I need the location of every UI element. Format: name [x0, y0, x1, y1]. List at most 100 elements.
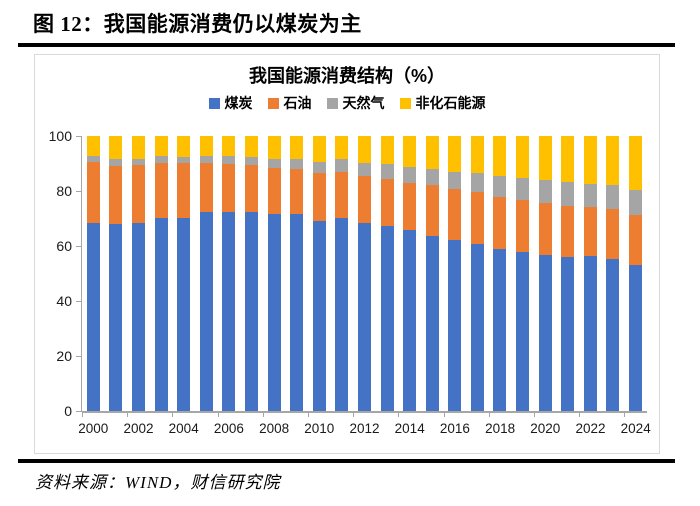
bar-segment-oil	[86, 162, 100, 223]
bar-segment-nonfossil	[629, 136, 643, 191]
y-axis-label: 40	[56, 293, 72, 309]
bar-segment-nonfossil	[470, 136, 484, 174]
bar-column-2024	[624, 136, 647, 411]
bar-segment-coal	[267, 214, 281, 411]
y-axis-tick	[76, 411, 82, 412]
bar-column-2022	[579, 136, 602, 411]
bar-column-2007	[240, 136, 263, 411]
bar-segment-gas	[109, 159, 123, 166]
x-axis-tick	[398, 411, 400, 417]
x-axis-tick	[82, 411, 83, 417]
y-axis-tick	[76, 301, 82, 302]
bar-column-2021	[556, 136, 579, 411]
bar-segment-nonfossil	[538, 136, 552, 180]
bar-segment-oil	[561, 206, 575, 257]
figure-title: 图 12：我国能源消费仍以煤炭为主	[33, 12, 362, 36]
bar-segment-coal	[516, 252, 530, 411]
y-axis-label: 100	[48, 128, 72, 144]
x-axis-tick	[353, 411, 355, 417]
x-axis-tick	[217, 411, 219, 417]
bar-segment-oil	[380, 178, 394, 226]
bar-column-2013	[376, 136, 399, 411]
bar-segment-oil	[267, 168, 281, 215]
bar-segment-coal	[493, 248, 507, 411]
bar-column-2006	[218, 136, 241, 411]
bar-segment-coal	[86, 222, 100, 411]
bar-segment-coal	[335, 217, 349, 411]
bar-column-2020	[534, 136, 557, 411]
x-axis-label: 2020	[530, 421, 561, 436]
legend-item-gas: 天然气	[326, 95, 385, 111]
x-axis-label: 2022	[575, 421, 606, 436]
y-axis-label: 60	[56, 238, 72, 254]
bar-column-2000	[82, 136, 105, 411]
bar-segment-coal	[199, 211, 213, 411]
bar-segment-oil	[335, 171, 349, 218]
bar-column-2001	[105, 136, 128, 411]
bar-segment-gas	[244, 156, 258, 165]
bar-segment-nonfossil	[267, 136, 281, 160]
x-axis-tick	[579, 411, 581, 417]
bar-segment-oil	[199, 162, 213, 212]
bar-segment-nonfossil	[199, 136, 213, 157]
bar-column-2019	[511, 136, 534, 411]
bar-segment-gas	[403, 167, 417, 183]
bar-segment-oil	[222, 163, 236, 212]
bar-segment-nonfossil	[131, 136, 145, 159]
bar-segment-oil	[606, 208, 620, 259]
bar-segment-oil	[154, 162, 168, 218]
bar-segment-gas	[222, 156, 236, 164]
bar-segment-nonfossil	[380, 136, 394, 165]
chart-title: 我国能源消费结构（%）	[248, 66, 445, 86]
legend-label: 煤炭	[224, 95, 253, 111]
y-axis-tick	[76, 246, 82, 247]
bar-segment-coal	[380, 225, 394, 411]
x-axis-label: 2014	[394, 421, 425, 436]
x-axis-label: 2006	[213, 421, 244, 436]
bars-container	[82, 136, 647, 411]
legend-item-coal: 煤炭	[208, 95, 253, 111]
x-axis-label: 2012	[349, 421, 380, 436]
legend-item-nonfossil: 非化石能源	[399, 95, 486, 111]
y-axis-label: 80	[56, 183, 72, 199]
bar-column-2008	[263, 136, 286, 411]
bar-segment-nonfossil	[244, 136, 258, 157]
bar-segment-oil	[448, 188, 462, 240]
x-axis-label: 2024	[620, 421, 651, 436]
y-axis-tick	[76, 356, 82, 357]
chart-panel: 我国能源消费结构（%） 煤炭 石油 天然气 非化石能源 100 80 60 40 20 0 200…	[34, 54, 660, 454]
bar-segment-nonfossil	[290, 136, 304, 160]
bar-segment-gas	[380, 164, 394, 179]
bar-segment-nonfossil	[606, 136, 620, 186]
legend-label: 石油	[283, 95, 312, 111]
bar-segment-gas	[267, 159, 281, 169]
bar-segment-oil	[357, 175, 371, 223]
legend-label: 非化石能源	[415, 95, 486, 111]
bar-column-2009	[285, 136, 308, 411]
x-axis-label: 2018	[485, 421, 516, 436]
bar-segment-nonfossil	[357, 136, 371, 163]
bar-segment-nonfossil	[425, 136, 439, 170]
source-note: 资料来源：WIND，财信研究院	[35, 473, 281, 492]
bar-segment-coal	[606, 258, 620, 411]
bar-segment-coal	[290, 214, 304, 411]
bar-column-2012	[353, 136, 376, 411]
bar-segment-gas	[606, 185, 620, 209]
bar-segment-coal	[583, 256, 597, 411]
bar-column-2014	[398, 136, 421, 411]
bar-segment-nonfossil	[109, 136, 123, 160]
bar-segment-coal	[154, 217, 168, 411]
bar-segment-oil	[493, 196, 507, 249]
bar-segment-gas	[131, 158, 145, 165]
bar-segment-coal	[561, 257, 575, 411]
bar-segment-gas	[583, 184, 597, 208]
legend-label: 天然气	[342, 95, 385, 111]
bar-segment-nonfossil	[561, 136, 575, 182]
bar-segment-gas	[561, 181, 575, 207]
x-axis-tick	[172, 411, 174, 417]
bar-segment-coal	[177, 217, 191, 411]
legend-item-oil: 石油	[267, 95, 312, 111]
bar-segment-coal	[448, 239, 462, 411]
bar-segment-oil	[583, 207, 597, 257]
bar-segment-gas	[357, 162, 371, 176]
